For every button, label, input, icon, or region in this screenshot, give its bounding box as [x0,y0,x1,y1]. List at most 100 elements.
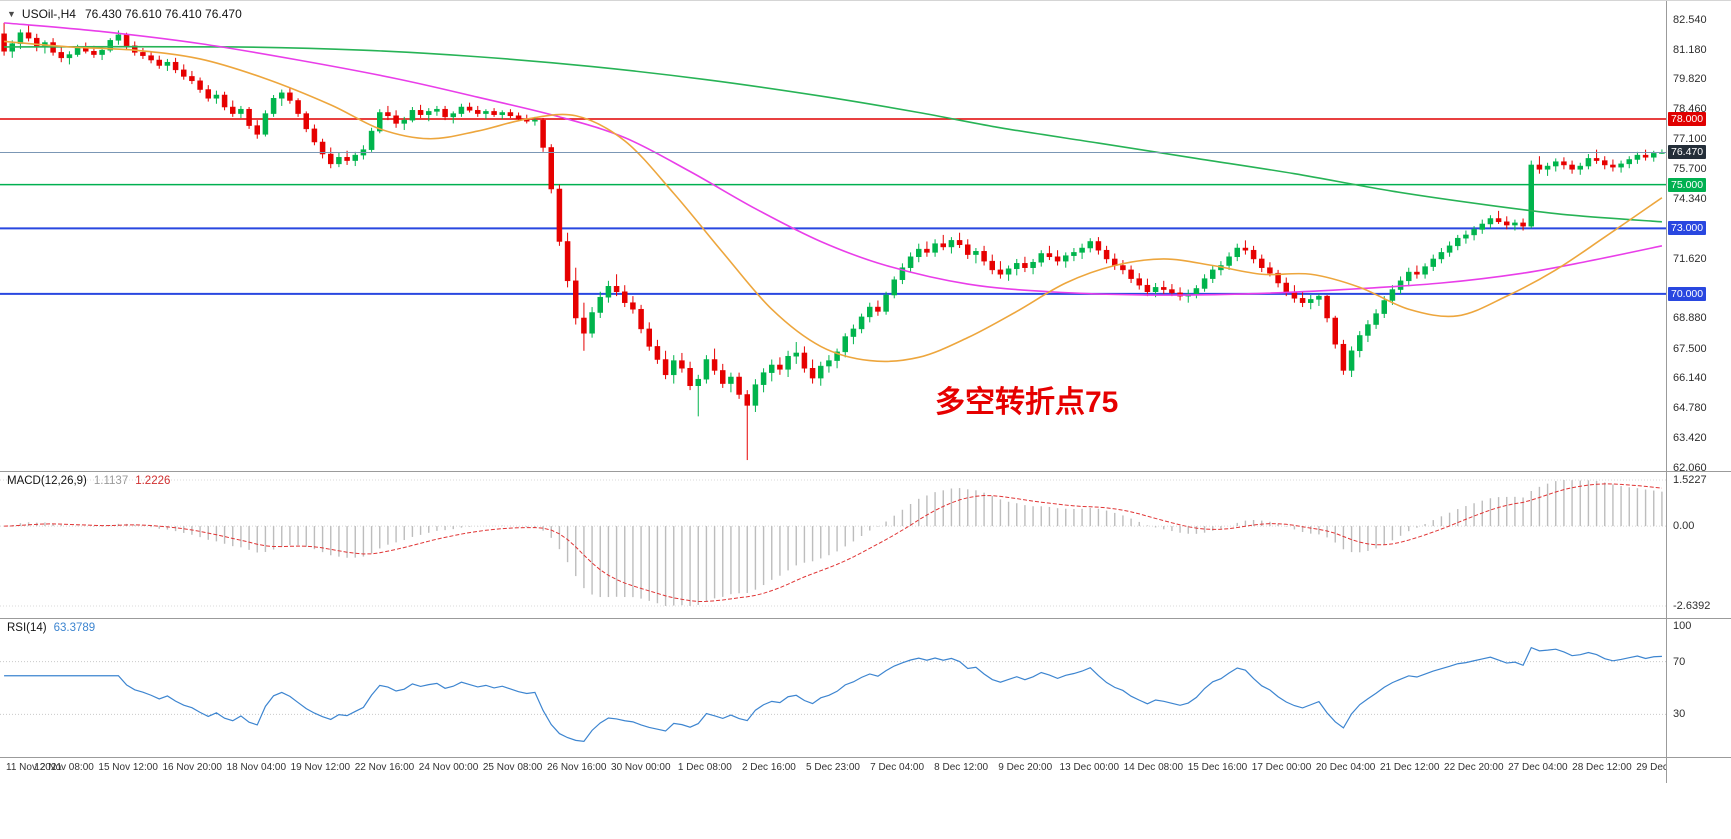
main-price-chart-plot[interactable] [0,1,1666,471]
time-label: 27 Dec 04:00 [1508,762,1568,773]
axis-tick-label: 1.5227 [1673,474,1707,486]
candle-body [25,32,32,39]
candle-body [965,244,971,255]
candle-body [1063,255,1069,262]
candle-body [1046,253,1053,258]
candle-body [1136,278,1142,286]
rsi-value: 63.3789 [53,622,96,634]
candle-body [1308,299,1314,303]
candle-body [1250,249,1257,260]
time-label: 30 Nov 00:00 [611,762,671,773]
price-axis[interactable]: 82.540 81.180 79.820 78.460 77.100 75.700 74.3… [1666,1,1731,783]
candle-body [1455,237,1461,247]
candle-body [1544,165,1551,170]
dropdown-arrow-icon[interactable]: ▼ [7,9,16,19]
candle-body [1332,317,1338,345]
candle-body [540,119,546,148]
candle-body [1210,269,1216,279]
candle-body [940,243,946,248]
candle-body [1504,221,1510,226]
time-axis[interactable]: 11 Nov 2021 12 Nov 08:00 15 Nov 12:00 16 No… [0,757,1731,783]
candle-body [736,376,742,395]
time-label: 22 Nov 16:00 [354,762,415,773]
candle-body [1634,154,1641,160]
candle-body [197,80,203,90]
candle-body [1259,258,1265,268]
candle-body [973,251,979,255]
candle-body [107,40,113,51]
candle-body [532,119,538,122]
macd-indicator-plot[interactable] [0,471,1666,618]
axis-tick-label: 67.500 [1673,342,1707,355]
ma-medium-magenta-line [4,22,1663,296]
candle-body [858,316,865,330]
candle-body [956,240,963,245]
candle-body [1389,289,1396,301]
chart-text-annotation[interactable]: 多空转折点75 [935,386,1119,419]
time-label: 22 Dec 20:00 [1444,762,1504,773]
candle-body [262,113,269,135]
axis-tick-label: 77.100 [1673,132,1707,145]
axis-tick-label: 68.880 [1673,312,1707,325]
candle-body [1602,160,1608,166]
panel-separator-macd[interactable] [0,471,1731,472]
candle-body [867,306,873,318]
candle-body [1054,256,1061,262]
candle-body [1422,266,1428,275]
candle-body [1234,247,1240,258]
candle-body [1038,253,1044,263]
candle-body [417,110,424,115]
candle-body [99,49,105,55]
candle-body [760,372,767,385]
candle-body [1512,222,1518,226]
candle-body [1414,271,1420,275]
panel-separator-rsi[interactable] [0,618,1731,619]
candle-body [1397,280,1404,290]
candle-body [687,368,693,386]
candle-body [630,302,636,310]
candle-body [728,376,734,384]
candle-body [769,364,775,373]
axis-tick-label: 71.620 [1673,252,1707,265]
candle-body [246,108,252,126]
symbol-period-label: USOil-,H4 [21,7,76,21]
candle-body [801,352,808,369]
candle-body [703,359,710,380]
candle-body [172,61,179,71]
candle-body [1577,165,1583,170]
candle-body [752,384,759,406]
candle-body [671,360,677,376]
candle-body [785,355,791,370]
time-label: 21 Dec 12:00 [1379,762,1440,773]
candle-body [287,92,293,101]
candle-body [834,351,840,361]
candle-body [1193,288,1200,295]
candle-body [581,317,587,334]
candle-body [336,157,342,165]
ma-fast-orange-line [4,40,1663,363]
candle-body [1324,295,1330,319]
candle-body [1267,267,1273,274]
candle-body [156,59,162,66]
time-label: 16 Nov 20:00 [162,762,222,773]
candle-body [818,365,824,379]
axis-tick-label: 70 [1673,655,1686,668]
candle-body [589,312,595,334]
candle-body [123,34,130,47]
candle-body [409,110,416,121]
candle-body [1095,241,1102,251]
candle-body [997,269,1004,275]
candle-body [1593,158,1600,161]
candle-body [932,243,938,253]
candle-body [1430,258,1436,267]
time-label: 26 Nov 16:00 [546,762,607,773]
candle-body [1642,154,1649,158]
candle-body [115,34,122,41]
candle-body [491,111,497,115]
candle-body [205,89,211,99]
time-label: 24 Nov 00:00 [418,762,479,773]
axis-tick-label: 66.140 [1673,372,1707,385]
rsi-indicator-plot[interactable] [0,618,1666,757]
candle-body [352,154,358,161]
candle-body [1169,289,1175,294]
